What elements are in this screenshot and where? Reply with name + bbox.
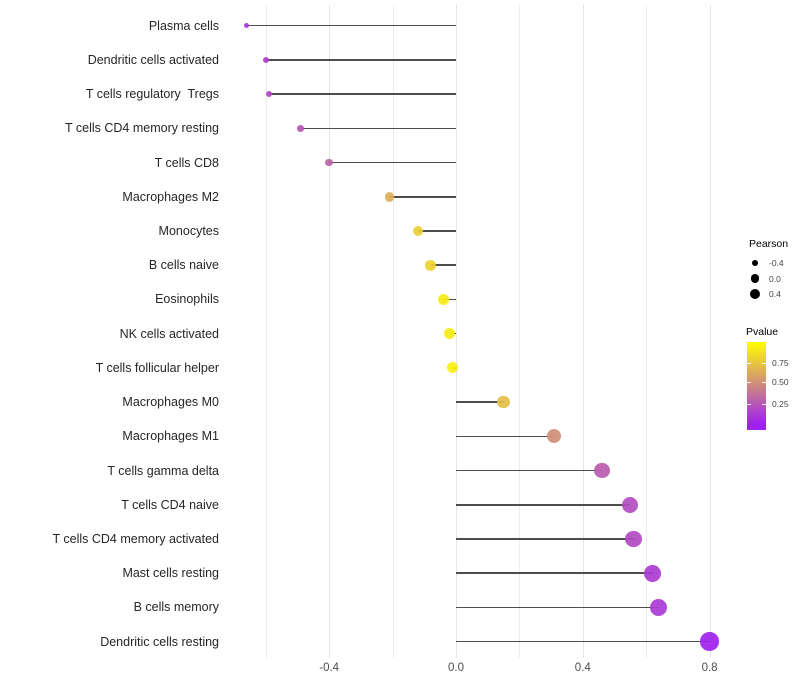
colorbar-tick <box>747 403 751 405</box>
data-point <box>425 259 436 271</box>
data-point <box>297 124 305 132</box>
lollipop-stem <box>456 435 555 438</box>
colorbar-tick <box>747 382 751 384</box>
data-point <box>447 362 459 374</box>
gridline-major <box>709 5 711 658</box>
colorbar-tick <box>762 382 766 384</box>
colorbar-tick <box>762 403 766 405</box>
category-label: T cells gamma delta <box>107 463 219 478</box>
category-label: T cells CD8 <box>154 155 219 170</box>
category-label: Macrophages M2 <box>122 189 219 204</box>
category-label: T cells CD4 memory activated <box>52 532 220 546</box>
lollipop-stem <box>329 161 456 164</box>
gridline-minor <box>392 5 394 658</box>
category-label: Dendritic cells activated <box>87 52 219 67</box>
color-legend-title: Pvalue <box>746 326 779 338</box>
colorbar-tick <box>762 362 766 364</box>
data-point <box>265 91 272 98</box>
category-label: Dendritic cells resting <box>100 634 219 649</box>
gridline-minor <box>646 5 648 658</box>
colorbar-label: 0.75 <box>772 357 789 368</box>
lollipop-stem <box>265 59 456 61</box>
lollipop-stem <box>417 230 456 232</box>
lollipop-stem <box>456 469 602 472</box>
category-label: Macrophages M1 <box>122 429 219 444</box>
gridline-major <box>456 5 457 658</box>
lollipop-stem <box>430 264 456 267</box>
category-label: Monocytes <box>158 224 219 239</box>
data-point <box>625 530 642 548</box>
lollipop-stem <box>389 196 456 198</box>
category-label: Macrophages M0 <box>122 395 219 410</box>
colorbar-label: 0.50 <box>772 377 789 388</box>
size-legend-dot <box>751 259 759 267</box>
colorbar-tick <box>747 362 751 364</box>
size-legend-label: 0.4 <box>769 289 781 299</box>
x-tick-label: 0.8 <box>701 662 718 674</box>
category-label: B cells memory <box>133 600 219 615</box>
data-point <box>412 225 424 237</box>
lollipop-stem <box>456 538 634 540</box>
gridline-minor <box>519 5 521 658</box>
data-point <box>700 632 719 651</box>
data-point <box>262 56 269 63</box>
size-legend-title: Pearson <box>749 238 789 250</box>
gridline-minor <box>265 5 267 658</box>
lollipop-stem <box>456 503 631 506</box>
category-label: T cells CD4 naive <box>121 497 219 512</box>
data-point <box>650 598 668 616</box>
data-point <box>244 22 250 29</box>
lollipop-stem <box>456 640 710 643</box>
category-label: Eosinophils <box>155 292 219 307</box>
lollipop-stem <box>300 127 456 130</box>
gridline-major <box>582 5 584 658</box>
data-point <box>547 429 562 444</box>
category-label: T cells CD4 memory resting <box>65 121 219 136</box>
x-tick-label: 0.0 <box>448 662 464 674</box>
data-point <box>437 293 449 305</box>
colorbar-label: 0.25 <box>772 398 789 409</box>
x-tick-label: 0.4 <box>574 662 591 674</box>
lollipop-stem <box>456 606 659 609</box>
size-legend-dot <box>749 288 761 300</box>
category-label: B cells naive <box>148 258 219 273</box>
category-label: Plasma cells <box>148 18 219 33</box>
data-point <box>444 328 456 340</box>
lollipop-stem <box>456 572 653 574</box>
x-tick-label: -0.4 <box>319 662 340 674</box>
size-legend-label: 0.0 <box>769 273 781 284</box>
category-label: Mast cells resting <box>122 566 219 581</box>
data-point <box>622 496 639 513</box>
category-label: T cells regulatory Tregs <box>85 87 219 102</box>
data-point <box>384 192 395 202</box>
plot-panel <box>233 5 737 658</box>
data-point <box>644 564 661 582</box>
category-label: T cells follicular helper <box>95 360 219 375</box>
lollipop-stem <box>456 401 504 403</box>
lollipop-stem <box>268 93 456 95</box>
lollipop-stem <box>246 24 456 27</box>
data-point <box>325 158 334 167</box>
pvalue-colorbar <box>747 342 766 430</box>
size-legend-label: -0.4 <box>769 258 784 268</box>
size-legend-dot <box>750 274 760 283</box>
lollipop-stem <box>443 298 456 301</box>
data-point <box>497 395 510 409</box>
data-point <box>594 462 610 479</box>
category-label: NK cells activated <box>119 326 219 341</box>
gridline-major <box>329 5 331 658</box>
